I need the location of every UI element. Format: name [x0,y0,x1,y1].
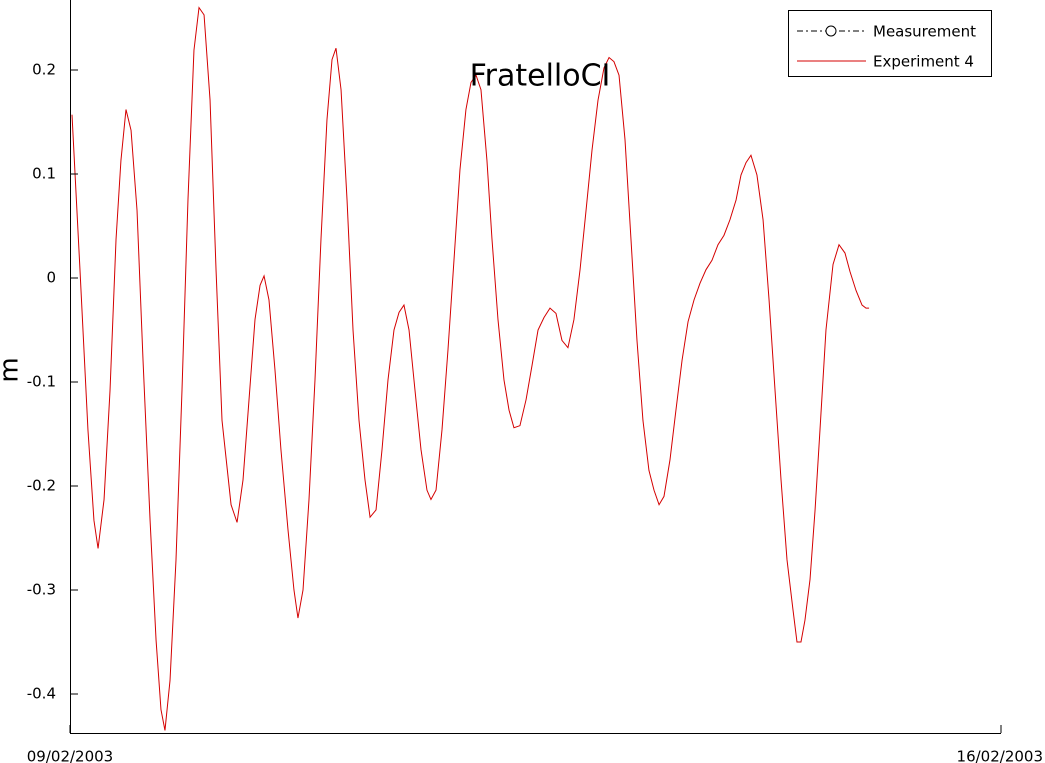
y-tick-label: 0.2 [32,60,56,78]
y-tick-label: 0 [46,268,56,286]
plot-area [71,6,870,731]
legend-label: Experiment 4 [873,53,974,71]
y-tick-label: -0.3 [27,580,56,598]
x-tick-label: 16/02/2003 [957,748,1043,763]
y-tick-label: 0.1 [32,164,56,182]
data-line [71,6,870,731]
x-tick-label: 09/02/2003 [27,748,113,763]
legend-marker [825,25,837,37]
y-axis-label: m [0,357,25,382]
y-tick-label: -0.2 [27,476,56,494]
y-tick-label: -0.1 [27,372,56,390]
y-tick-label: -0.4 [27,684,56,702]
legend-box [788,10,992,77]
legend-label: Measurement [873,23,976,41]
chart-title: FratelloCI [470,59,611,94]
